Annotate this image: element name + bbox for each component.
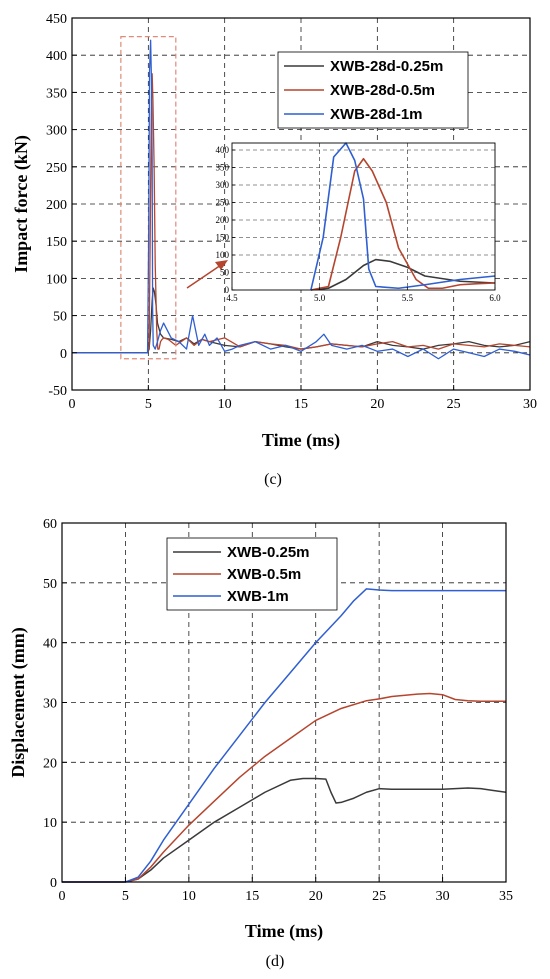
y-tick-label: 60 xyxy=(43,517,57,532)
legend-label: XWB-28d-1m xyxy=(330,106,423,123)
series-line-xwb-28d-0-5m xyxy=(72,73,531,354)
figure-caption: (c) xyxy=(264,471,282,488)
inset-frame xyxy=(231,142,496,291)
x-tick-label: 25 xyxy=(447,397,461,412)
y-tick-label: 0 xyxy=(50,876,57,891)
y-tick-label: 200 xyxy=(46,198,67,213)
y-axis-label: Displacement (mm) xyxy=(8,627,29,777)
x-tick-label: 30 xyxy=(436,889,450,904)
series-line-xwb-0-5m xyxy=(62,692,506,883)
axis-ticks: 0 5 10 15 20 25 30-500501001502002503003504004… xyxy=(46,12,537,412)
grid xyxy=(62,523,506,882)
inset-x-tick-label: 4.5 xyxy=(226,293,238,303)
figure-caption: (d) xyxy=(266,953,285,970)
y-tick-label: 50 xyxy=(43,577,57,592)
x-tick-label: 10 xyxy=(218,397,232,412)
legend-label: XWB-0.25m xyxy=(227,544,310,561)
series-line-xwb-28d-0-5m xyxy=(310,157,496,291)
series-line-xwb-28d-1m xyxy=(72,39,531,360)
y-tick-label: 450 xyxy=(46,12,67,27)
series-line-xwb-28d-0-25m xyxy=(310,258,496,291)
inset-x-tick-label: 5.0 xyxy=(314,293,326,303)
x-tick-label: 15 xyxy=(294,397,308,412)
x-tick-label: 20 xyxy=(309,889,323,904)
inset-y-tick-label: 400 xyxy=(216,145,230,155)
y-tick-label: 250 xyxy=(46,161,67,176)
zoom-arrow xyxy=(186,264,222,289)
y-axis-label: Impact force (kN) xyxy=(11,135,32,273)
inset-x-tick-label: 5.5 xyxy=(402,293,414,303)
y-tick-label: 10 xyxy=(43,816,57,831)
inset-y-tick-label: 350 xyxy=(216,163,230,173)
x-tick-label: 0 xyxy=(69,397,76,412)
inset-y-tick-label: 250 xyxy=(216,198,230,208)
legend-label: XWB-1m xyxy=(227,588,289,605)
x-tick-label: 5 xyxy=(122,889,129,904)
impact-force-chart: 0 5 10 15 20 25 30-500501001502002503003504004… xyxy=(11,12,537,488)
y-tick-label: 100 xyxy=(46,272,67,287)
x-tick-label: 20 xyxy=(370,397,384,412)
y-tick-label: 0 xyxy=(60,347,67,362)
zoom-box xyxy=(120,35,177,360)
axis-ticks: 0 5 10 15 20 25 30 35 0 10 20 30 40 50 60 xyxy=(43,517,513,904)
y-tick-label: 300 xyxy=(46,124,67,139)
inset-y-tick-label: 300 xyxy=(216,180,230,190)
legend: XWB-28d-0.25m XWB-28d-0.5m XWB-28d-1m xyxy=(277,51,469,129)
x-axis-label: Time (ms) xyxy=(245,921,323,942)
series-group xyxy=(72,39,531,360)
inset-y-tick-label: 150 xyxy=(216,233,230,243)
legend-label: XWB-28d-0.25m xyxy=(330,58,443,75)
y-tick-label: 400 xyxy=(46,49,67,64)
series-line-xwb-1m xyxy=(62,588,506,883)
zoom-arrowhead xyxy=(215,260,228,270)
x-tick-label: 0 xyxy=(59,889,66,904)
y-tick-label: 30 xyxy=(43,697,57,712)
x-tick-label: 10 xyxy=(182,889,196,904)
inset-y-tick-label: 200 xyxy=(216,215,230,225)
y-tick-label: 40 xyxy=(43,637,57,652)
x-tick-label: 30 xyxy=(523,397,537,412)
legend-label: XWB-28d-0.5m xyxy=(330,82,435,99)
series-line-xwb-0-25m xyxy=(62,777,507,883)
series-group xyxy=(62,588,507,883)
x-tick-label: 15 xyxy=(245,889,259,904)
y-tick-label: 350 xyxy=(46,86,67,101)
legend: XWB-0.25m XWB-0.5m XWB-1m xyxy=(166,537,338,611)
x-axis-label: Time (ms) xyxy=(262,430,340,451)
legend-label: XWB-0.5m xyxy=(227,566,301,583)
inset-background xyxy=(232,143,495,290)
x-tick-label: 25 xyxy=(372,889,386,904)
inset-y-tick-label: 50 xyxy=(220,268,230,278)
inset-y-tick-label: 0 xyxy=(225,285,230,295)
series-line-xwb-28d-1m xyxy=(310,142,496,291)
inset-y-tick-label: 100 xyxy=(216,250,230,260)
y-tick-label: 20 xyxy=(43,756,57,771)
inset-x-tick-label: 6.0 xyxy=(489,293,501,303)
y-tick-label: 150 xyxy=(46,235,67,250)
y-tick-label: 50 xyxy=(53,310,67,325)
inset-series-group xyxy=(310,142,496,291)
y-tick-label: -50 xyxy=(48,384,67,399)
x-tick-label: 5 xyxy=(145,397,152,412)
inset-chart: 4.5 5.0 5.5 6.0 0 50 100 150 200 250 300 350 400 xyxy=(216,142,501,303)
x-tick-label: 35 xyxy=(499,889,513,904)
